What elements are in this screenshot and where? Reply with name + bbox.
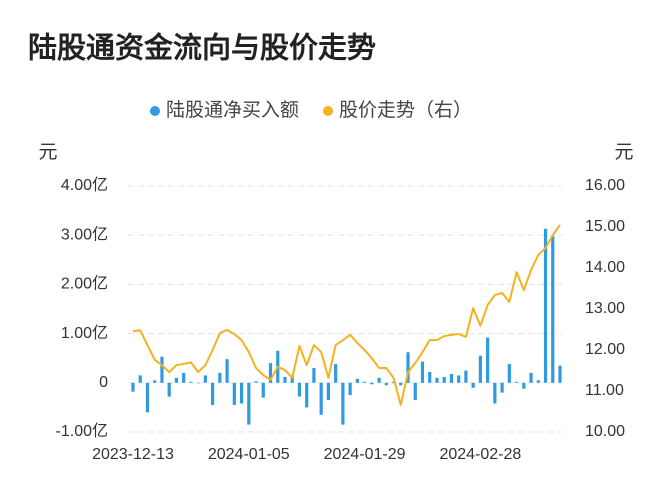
bar <box>442 376 446 383</box>
y2-tick-label: 11.00 <box>585 382 624 399</box>
bar <box>558 365 562 383</box>
y2-axis-unit: 元 <box>614 142 633 163</box>
bar <box>239 382 244 404</box>
legend-label: 陆股通净买入额 <box>166 99 299 121</box>
bar <box>203 375 207 383</box>
y-tick-label: 3.00亿 <box>61 225 108 243</box>
bar <box>464 370 468 383</box>
bar <box>153 380 157 383</box>
bar <box>182 372 186 383</box>
bar <box>391 381 396 383</box>
y-axis-unit: 元 <box>38 142 57 163</box>
y2-tick-label: 13.00 <box>585 300 625 317</box>
bar <box>290 375 294 383</box>
y-tick-label: -1.00亿 <box>56 422 108 440</box>
bar <box>507 364 511 383</box>
bar <box>312 368 316 383</box>
bar <box>268 363 273 383</box>
y2-tick-label: 15.00 <box>585 218 625 235</box>
bar <box>413 382 417 401</box>
bar <box>167 382 171 397</box>
bar <box>529 372 533 383</box>
bar <box>457 375 461 383</box>
bar <box>254 381 258 383</box>
bar <box>326 382 331 401</box>
legend-marker <box>150 106 160 116</box>
bar <box>211 382 215 405</box>
x-tick-label: 2023-12-13 <box>92 446 174 463</box>
bar <box>355 378 359 383</box>
bar <box>319 382 323 415</box>
x-tick-label: 2024-01-29 <box>324 446 406 463</box>
bar <box>174 377 179 383</box>
bar <box>305 382 309 408</box>
bar <box>377 377 381 383</box>
bar <box>420 361 425 383</box>
bar <box>247 382 251 425</box>
bar <box>131 382 135 392</box>
bar <box>500 382 504 393</box>
price-line <box>132 224 561 406</box>
y-tick-label: 4.00亿 <box>61 176 108 194</box>
bar <box>218 372 222 383</box>
bar <box>138 375 142 383</box>
bar <box>551 236 555 383</box>
y-tick-label: 0 <box>99 374 108 391</box>
legend-label: 股价走势（右） <box>339 99 472 121</box>
bar <box>449 373 454 383</box>
bar <box>478 355 482 383</box>
bar <box>348 382 352 396</box>
x-tick-label: 2024-01-05 <box>208 446 290 463</box>
bar <box>160 356 164 383</box>
bar <box>384 382 388 386</box>
bar <box>232 382 236 405</box>
bar <box>514 381 519 383</box>
x-tick-label: 2024-02-28 <box>439 446 521 463</box>
bar <box>428 371 432 383</box>
bar <box>334 364 338 383</box>
bar <box>196 382 200 384</box>
bar <box>486 337 490 383</box>
y-tick-label: 2.00亿 <box>61 275 108 293</box>
bar <box>145 382 150 413</box>
y2-tick-label: 16.00 <box>585 177 625 194</box>
bar <box>225 359 229 383</box>
bar <box>399 382 403 386</box>
bar <box>362 381 367 383</box>
bar <box>543 228 548 383</box>
bar <box>283 376 287 383</box>
y2-tick-label: 12.00 <box>585 341 625 358</box>
legend-marker <box>323 106 334 116</box>
y2-tick-label: 10.00 <box>585 423 625 440</box>
bar <box>536 380 540 383</box>
bar <box>471 382 475 388</box>
bar <box>341 382 345 425</box>
bar <box>370 382 374 385</box>
bar <box>406 352 410 383</box>
y-tick-label: 1.00亿 <box>61 324 108 342</box>
chart-title: 陆股通资金流向与股价走势 <box>28 31 376 65</box>
bar <box>493 382 497 404</box>
y2-tick-label: 14.00 <box>585 259 625 276</box>
bar <box>261 382 265 398</box>
bar <box>522 382 526 389</box>
bar <box>435 377 439 383</box>
bar <box>189 381 193 383</box>
bar <box>297 382 302 397</box>
